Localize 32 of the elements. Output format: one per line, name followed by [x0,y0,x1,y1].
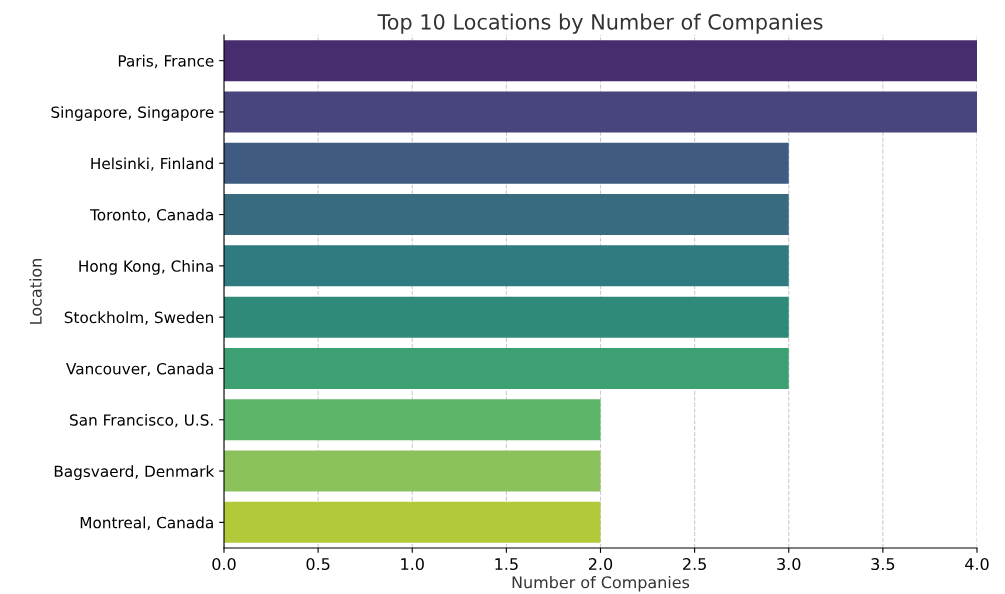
y-tick-label: Montreal, Canada [80,516,213,530]
bar [224,347,789,389]
y-tick-label: Singapore, Singapore [51,106,214,121]
bar [224,296,789,338]
x-tick-label: 1.0 [401,558,424,571]
chart-title: Top 10 Locations by Number of Companies [377,13,823,34]
y-tick-label: Paris, France [118,54,214,69]
y-tick-label: Bagsvaerd, Denmark [54,465,215,481]
bar [224,142,789,184]
x-tick-label: 2.0 [588,558,613,571]
y-axis-title: Location [29,259,42,324]
bar [224,450,601,492]
bar [224,399,601,441]
y-tick-label: San Francisco, U.S. [70,413,213,428]
bar [224,40,977,82]
y-tick-label: Stockholm, Sweden [64,311,213,325]
y-tick-label: Hong Kong, China [79,260,213,275]
x-tick-label: 2.5 [683,558,706,571]
x-tick-label: 3.5 [871,558,895,571]
x-tick-label: 3.0 [777,558,801,571]
bar [224,245,789,287]
y-tick-label: Vancouver, Canada [66,362,213,377]
x-tick-label: 4.0 [965,558,989,571]
x-tick-label: 1.5 [495,558,518,571]
x-tick-label: 0.5 [306,558,330,571]
bar [224,501,601,543]
bar [224,194,789,236]
y-tick-label: Helsinki, Finland [91,157,213,171]
x-axis-title: Number of Companies [512,575,690,592]
x-tick-label: 0.0 [212,558,236,571]
y-tick-label: Toronto, Canada [90,208,213,223]
bar [224,91,977,133]
